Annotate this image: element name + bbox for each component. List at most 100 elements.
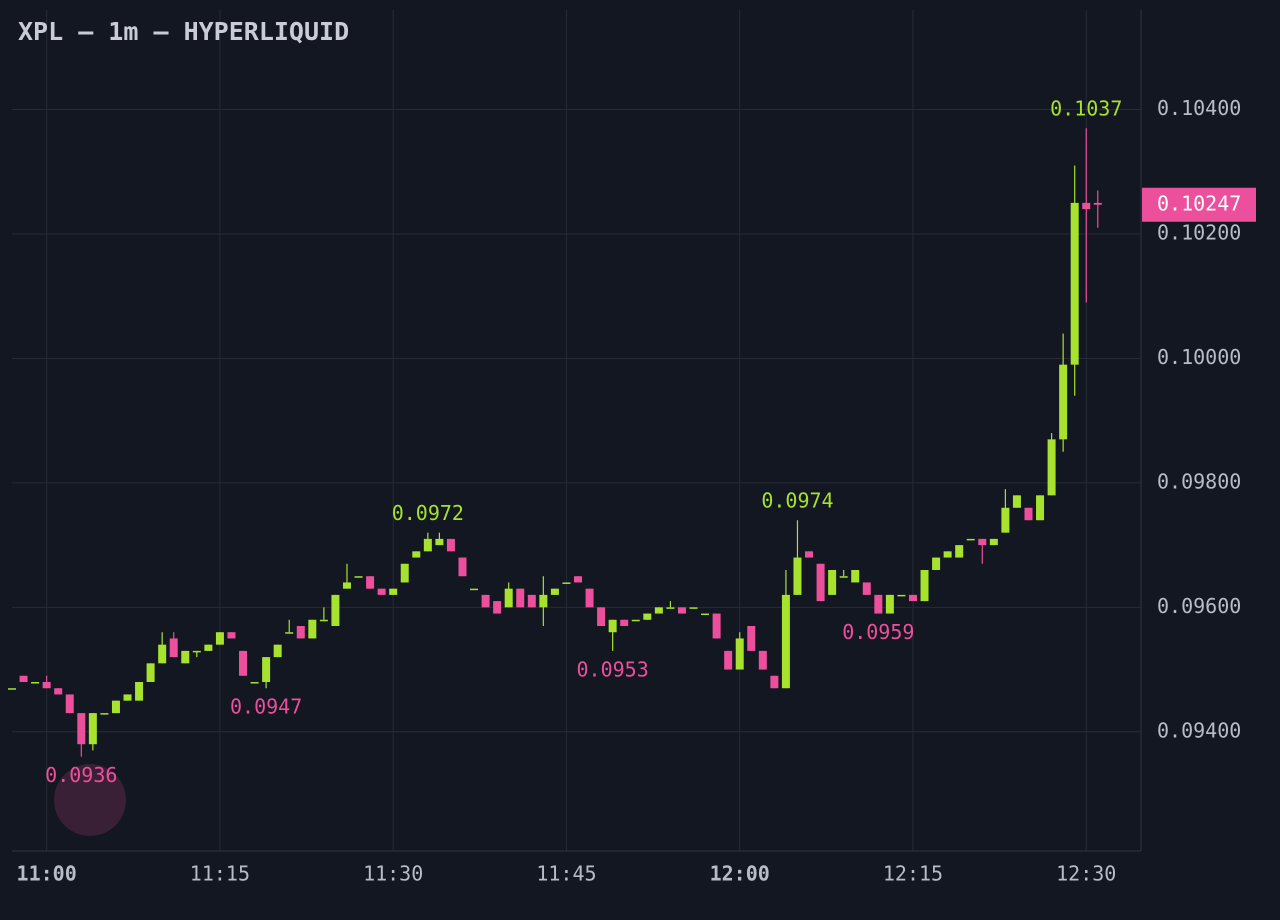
candle-body — [77, 713, 86, 745]
extreme-label: 0.0972 — [392, 501, 464, 525]
extreme-label: 0.0953 — [577, 657, 649, 681]
candle-body — [308, 619, 317, 639]
candle-body — [470, 588, 479, 591]
candle-body — [1070, 202, 1079, 365]
candle-body — [1001, 507, 1010, 533]
candle-body — [458, 557, 467, 577]
candle-body — [262, 657, 271, 682]
candle-body — [793, 557, 802, 595]
candle-body — [666, 607, 675, 609]
candle-body — [239, 650, 248, 676]
candle-body — [42, 682, 51, 689]
candle-body — [724, 650, 733, 670]
candle-body — [712, 613, 721, 639]
candle-body — [585, 588, 594, 608]
candle-body — [701, 613, 710, 616]
candle-body — [828, 570, 837, 595]
candle-body — [389, 588, 398, 595]
candle-body — [955, 545, 964, 558]
candle-body — [631, 619, 640, 622]
candle-body — [550, 588, 559, 595]
candle-body — [412, 551, 421, 558]
x-tick-label: 11:00 — [17, 862, 77, 886]
candle-body — [135, 682, 144, 701]
extreme-label: 0.1037 — [1050, 97, 1122, 121]
candle-body — [851, 570, 860, 583]
x-tick-label: 12:30 — [1056, 862, 1116, 886]
x-tick-label: 11:30 — [363, 862, 423, 886]
candle-body — [597, 607, 606, 626]
candle-body — [574, 576, 582, 583]
candle-body — [146, 663, 155, 682]
candle-body — [366, 576, 375, 589]
x-tick-label: 12:15 — [883, 862, 943, 886]
candle-body — [100, 713, 109, 715]
candle-body — [677, 607, 686, 614]
candle-body — [920, 570, 929, 602]
candle-body — [758, 650, 767, 670]
candle-body — [874, 594, 883, 614]
candle-body — [770, 675, 779, 689]
candle-body — [250, 682, 259, 684]
y-tick-label: 0.09800 — [1157, 469, 1241, 493]
candle-body — [781, 594, 790, 689]
candle-body — [816, 563, 825, 602]
candle-body — [169, 638, 178, 658]
last-price-label: 0.10247 — [1157, 191, 1241, 215]
y-tick-label: 0.09400 — [1157, 718, 1241, 742]
candle-body — [400, 563, 409, 583]
y-tick-label: 0.10200 — [1157, 221, 1241, 245]
candle-body — [65, 694, 74, 714]
y-tick-label: 0.09600 — [1157, 594, 1241, 618]
candle-body — [331, 594, 340, 626]
candle-body — [181, 650, 190, 664]
extreme-label: 0.0936 — [45, 763, 117, 787]
extreme-label: 0.0947 — [230, 695, 302, 719]
candle-body — [423, 538, 432, 552]
candle-body — [285, 632, 294, 634]
candle-body — [1082, 202, 1091, 210]
candle-body — [932, 557, 941, 570]
x-tick-label: 12:00 — [710, 862, 770, 886]
candle-body — [654, 607, 663, 614]
candle-body — [493, 601, 502, 614]
y-tick-label: 0.10000 — [1157, 345, 1241, 369]
candle-body — [435, 538, 444, 546]
candle-body — [643, 613, 652, 620]
candle-body — [1024, 507, 1033, 521]
candle-body — [620, 619, 629, 626]
candle-body — [19, 675, 28, 682]
candle-body — [735, 638, 744, 670]
candle-body — [296, 626, 305, 639]
candle-body — [354, 576, 363, 578]
candle-body — [527, 594, 536, 608]
candle-body — [1036, 495, 1045, 521]
x-tick-label: 11:45 — [536, 862, 596, 886]
candle-body — [123, 694, 132, 701]
candle-body — [227, 632, 236, 639]
candle-body — [88, 713, 97, 745]
candle-body — [839, 576, 848, 578]
y-tick-label: 0.10400 — [1157, 96, 1241, 120]
extreme-label: 0.0959 — [842, 620, 914, 644]
candle-body — [1012, 495, 1021, 508]
candle-body — [539, 594, 548, 608]
candle-body — [504, 588, 513, 608]
candle-body — [689, 607, 698, 609]
candle-body — [192, 650, 201, 653]
candle-body — [989, 538, 998, 546]
candle-body — [446, 538, 455, 552]
extreme-label: 0.0974 — [761, 489, 833, 513]
candle-body — [943, 551, 952, 558]
candle-body — [897, 594, 906, 597]
candle-body — [1047, 439, 1056, 496]
candle-body — [111, 700, 120, 714]
chart-title: XPL — 1m — HYPERLIQUID — [18, 17, 349, 46]
candle-body — [862, 582, 871, 595]
candle-body — [342, 582, 351, 589]
candle-body — [978, 538, 987, 546]
candle-body — [158, 644, 167, 664]
